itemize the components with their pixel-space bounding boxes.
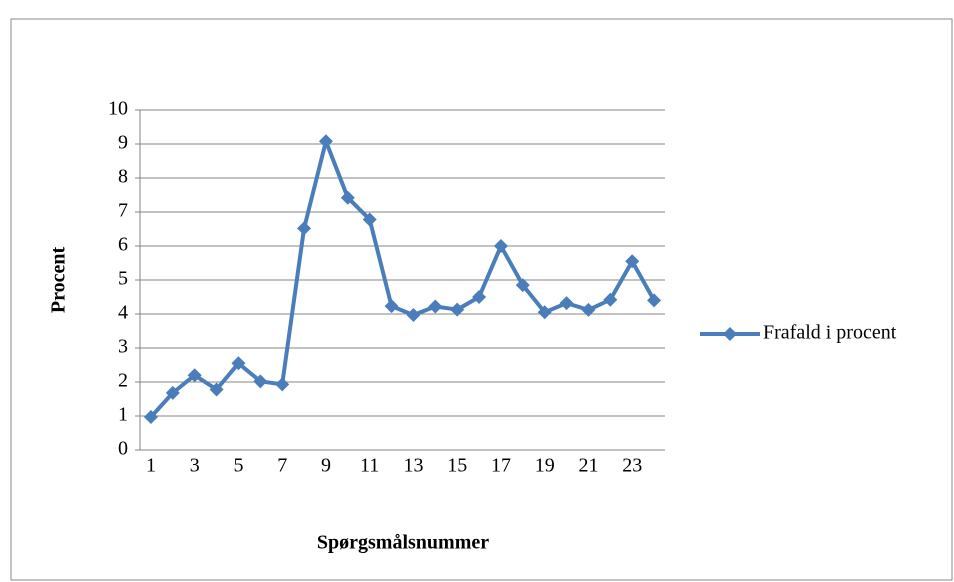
point-marker [537, 305, 552, 320]
point-marker [450, 302, 465, 317]
x-tick-label: 13 [403, 455, 423, 477]
x-tick-label: 3 [190, 455, 200, 477]
x-tick-label: 1 [146, 455, 156, 477]
x-tick-label: 17 [491, 455, 511, 477]
x-tick-label: 5 [233, 455, 243, 477]
x-tick-label: 11 [360, 455, 379, 477]
point-marker [384, 299, 399, 314]
y-tick-label: 6 [118, 234, 128, 256]
point-marker [165, 385, 180, 400]
point-marker [187, 368, 202, 383]
x-tick-label: 19 [535, 455, 555, 477]
y-tick-label: 10 [108, 98, 128, 120]
y-tick-label: 3 [118, 336, 128, 358]
point-marker [559, 296, 574, 311]
x-tick-label: 15 [447, 455, 467, 477]
y-tick-label: 5 [118, 268, 128, 290]
y-axis-label: Procent [48, 247, 70, 314]
y-tick-label: 2 [118, 370, 128, 392]
y-tick-label: 4 [118, 302, 128, 324]
point-marker [625, 254, 640, 269]
legend-label: Frafald i procent [763, 322, 897, 344]
y-tick-label: 8 [118, 166, 128, 188]
point-marker [143, 410, 158, 425]
point-marker [647, 293, 662, 308]
point-marker [253, 374, 268, 389]
x-tick-label: 23 [622, 455, 642, 477]
point-marker [275, 377, 290, 392]
point-marker [472, 290, 487, 304]
x-axis-label: Spørgsmålsnummer [317, 532, 489, 554]
y-tick-label: 7 [118, 200, 128, 222]
point-marker [428, 299, 443, 314]
point-marker [406, 308, 421, 323]
y-tick-label: 9 [118, 132, 128, 154]
x-tick-label: 9 [321, 455, 331, 477]
y-tick-label: 0 [118, 438, 128, 460]
point-marker [493, 239, 508, 253]
point-marker [515, 278, 530, 293]
point-marker [318, 134, 333, 149]
x-tick-label: 7 [277, 455, 287, 477]
point-marker [362, 212, 377, 227]
y-tick-label: 1 [118, 404, 128, 426]
point-marker [581, 302, 596, 317]
point-marker [340, 190, 355, 205]
x-tick-label: 21 [578, 455, 598, 477]
legend-marker [723, 327, 737, 341]
point-marker [231, 356, 246, 371]
point-marker [603, 292, 618, 307]
point-marker [297, 221, 312, 236]
point-marker [209, 382, 224, 397]
